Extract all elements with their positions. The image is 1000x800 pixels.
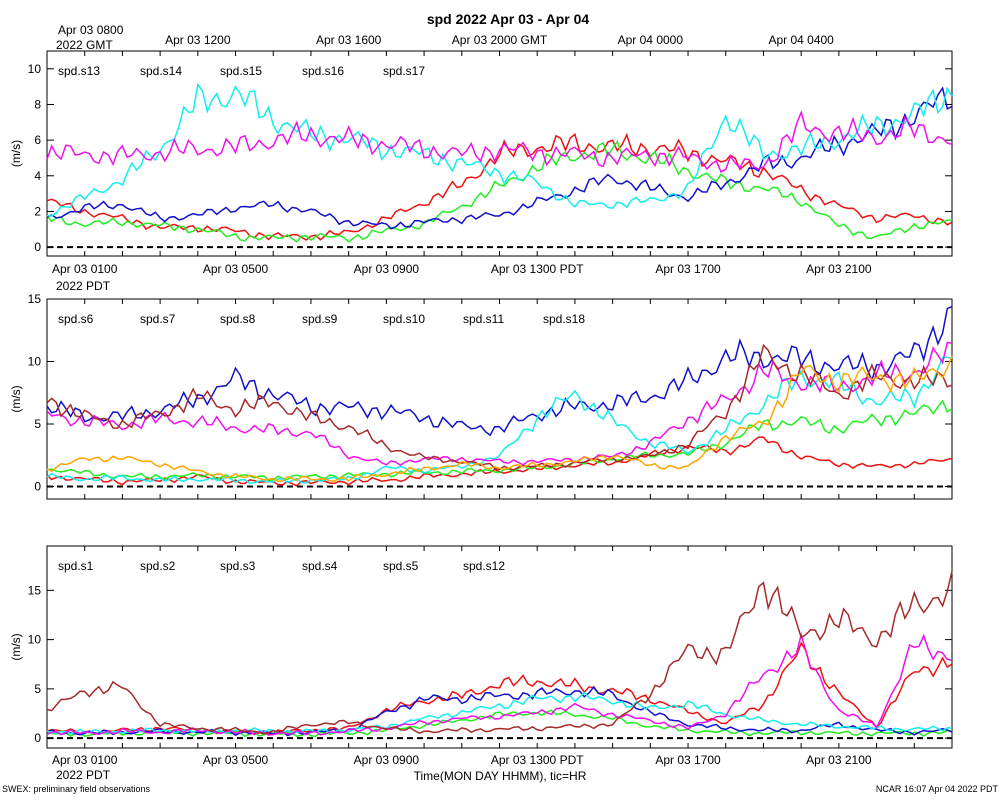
pdt-axis-label: Apr 03 1300 PDT (491, 753, 584, 767)
legend-spd-s1: spd.s1 (58, 559, 94, 573)
gmt-axis-label: Apr 04 0400 (768, 33, 834, 47)
series-line-spd-s15 (46, 86, 953, 230)
gmt-axis-sublabel: 2022 GMT (56, 38, 113, 52)
series-line-spd-s16 (46, 82, 953, 217)
series-line-spd-s10 (46, 341, 953, 467)
legend-spd-s13: spd.s13 (58, 64, 100, 78)
y-tick-label: 2 (34, 204, 41, 218)
series-line-spd-s1 (46, 641, 953, 736)
pdt-axis-label: Apr 03 2100 (806, 262, 872, 276)
x-axis-title: Time(MON DAY HHMM), tic=HR (414, 769, 587, 783)
footer-right: NCAR 16:07 Apr 04 2022 PDT (876, 784, 999, 794)
gmt-axis-label: Apr 03 1600 (316, 33, 382, 47)
pdt-axis-label: Apr 03 0900 (354, 753, 420, 767)
legend-spd-s17: spd.s17 (383, 64, 425, 78)
gmt-axis-label: Apr 03 1200 (165, 33, 231, 47)
y-tick-label: 10 (28, 355, 42, 369)
y-axis-label: (m/s) (9, 140, 23, 167)
legend-spd-s3: spd.s3 (220, 559, 256, 573)
footer-left: SWEX: preliminary field observations (2, 784, 151, 794)
y-tick-label: 4 (34, 169, 41, 183)
series-line-spd-s14 (46, 139, 953, 243)
legend-spd-s6: spd.s6 (58, 312, 94, 326)
legend-spd-s9: spd.s9 (302, 312, 338, 326)
gmt-axis-label: Apr 03 2000 GMT (452, 33, 548, 47)
y-tick-label: 5 (34, 417, 41, 431)
pdt-axis-label: Apr 03 1700 (655, 753, 721, 767)
y-axis-label: (m/s) (9, 633, 23, 660)
legend-spd-s4: spd.s4 (302, 559, 338, 573)
legend-spd-s12: spd.s12 (463, 559, 505, 573)
legend-spd-s15: spd.s15 (220, 64, 262, 78)
legend-spd-s7: spd.s7 (140, 312, 176, 326)
y-tick-label: 0 (34, 240, 41, 254)
pdt-axis-label: Apr 03 1700 (655, 262, 721, 276)
y-tick-label: 8 (34, 97, 41, 111)
pdt-axis-label: Apr 03 1300 PDT (491, 262, 584, 276)
pdt-axis-sublabel: 2022 PDT (56, 768, 111, 782)
series-line-spd-s9 (46, 356, 953, 484)
series-line-spd-s7 (46, 399, 953, 481)
y-tick-label: 0 (34, 731, 41, 745)
pdt-axis-label: Apr 03 0900 (354, 262, 420, 276)
legend-spd-s16: spd.s16 (302, 64, 344, 78)
pdt-axis-label: Apr 03 0100 (52, 753, 118, 767)
y-tick-label: 15 (28, 583, 42, 597)
legend-spd-s5: spd.s5 (383, 559, 419, 573)
y-tick-label: 10 (28, 62, 42, 76)
y-tick-label: 5 (34, 682, 41, 696)
y-tick-label: 6 (34, 133, 41, 147)
y-axis-label: (m/s) (9, 385, 23, 412)
pdt-axis-label: Apr 03 0500 (203, 753, 269, 767)
legend-spd-s10: spd.s10 (383, 312, 425, 326)
series-line-spd-s5 (46, 631, 953, 736)
series-line-spd-s13 (46, 132, 953, 241)
y-tick-label: 15 (28, 292, 42, 306)
chart-title: spd 2022 Apr 03 - Apr 04 (427, 11, 590, 27)
gmt-axis-label: Apr 04 0000 (618, 33, 684, 47)
legend-spd-s18: spd.s18 (543, 312, 585, 326)
series-line-spd-s3 (46, 685, 953, 737)
pdt-axis-sublabel: 2022 PDT (56, 279, 111, 293)
pdt-axis-label: Apr 03 0500 (203, 262, 269, 276)
legend-spd-s11: spd.s11 (463, 312, 504, 326)
gmt-axis-label: Apr 03 0800 (58, 23, 124, 37)
y-tick-label: 10 (28, 633, 42, 647)
legend-spd-s8: spd.s8 (220, 312, 256, 326)
series-line-spd-s12 (46, 571, 953, 735)
series-line-spd-s11 (46, 343, 953, 471)
legend-spd-s2: spd.s2 (140, 559, 176, 573)
pdt-axis-label: Apr 03 2100 (806, 753, 872, 767)
pdt-axis-label: Apr 03 0100 (52, 262, 118, 276)
series-line-spd-s6 (46, 436, 953, 487)
series-line-spd-s18 (46, 355, 953, 483)
legend-spd-s14: spd.s14 (140, 64, 182, 78)
series-line-spd-s17 (46, 110, 953, 173)
y-tick-label: 0 (34, 480, 41, 494)
